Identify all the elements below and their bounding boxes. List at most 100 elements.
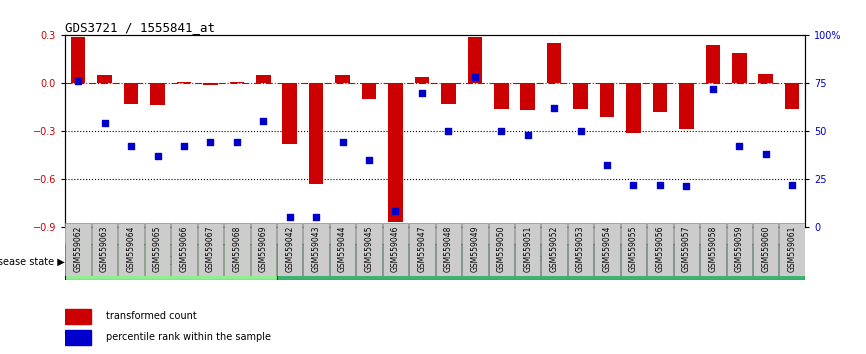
Text: GSM559044: GSM559044	[338, 226, 347, 272]
FancyBboxPatch shape	[541, 223, 567, 276]
Text: disease state ▶: disease state ▶	[0, 257, 64, 267]
FancyBboxPatch shape	[276, 244, 805, 280]
Bar	[626, 83, 641, 133]
Bar	[204, 83, 217, 85]
Point	[229, 139, 243, 145]
FancyBboxPatch shape	[119, 223, 144, 276]
Text: GSM559063: GSM559063	[100, 226, 109, 272]
Bar	[309, 83, 323, 184]
Bar	[65, 309, 91, 324]
Point	[733, 143, 746, 149]
Bar	[388, 83, 403, 222]
FancyBboxPatch shape	[727, 223, 752, 276]
Text: pPR: pPR	[529, 256, 553, 268]
Text: GSM559065: GSM559065	[153, 226, 162, 272]
Bar	[150, 83, 165, 105]
FancyBboxPatch shape	[753, 223, 779, 276]
FancyBboxPatch shape	[383, 223, 408, 276]
Text: GSM559061: GSM559061	[788, 226, 797, 272]
Bar	[653, 83, 667, 112]
Point	[124, 143, 138, 149]
Bar	[71, 37, 86, 83]
Text: GSM559049: GSM559049	[470, 226, 479, 272]
FancyBboxPatch shape	[436, 223, 461, 276]
Bar	[65, 330, 91, 345]
Bar	[362, 83, 377, 99]
Point	[600, 162, 614, 168]
Point	[680, 184, 694, 189]
Text: GSM559050: GSM559050	[497, 226, 506, 272]
Point	[98, 120, 112, 126]
Point	[468, 75, 481, 80]
Bar	[177, 81, 191, 83]
FancyBboxPatch shape	[65, 244, 276, 280]
FancyBboxPatch shape	[594, 223, 620, 276]
FancyBboxPatch shape	[145, 223, 171, 276]
FancyBboxPatch shape	[330, 223, 355, 276]
Text: GSM559056: GSM559056	[656, 226, 664, 272]
Text: GSM559045: GSM559045	[365, 226, 373, 272]
Point	[204, 139, 217, 145]
FancyBboxPatch shape	[250, 223, 276, 276]
Point	[309, 214, 323, 220]
Point	[520, 132, 534, 138]
FancyBboxPatch shape	[303, 223, 329, 276]
Bar	[520, 83, 535, 110]
Bar	[732, 53, 746, 83]
Bar	[124, 83, 139, 104]
FancyBboxPatch shape	[197, 223, 223, 276]
Point	[759, 151, 772, 157]
FancyBboxPatch shape	[357, 223, 382, 276]
Text: GSM559047: GSM559047	[417, 226, 426, 272]
FancyBboxPatch shape	[568, 223, 593, 276]
FancyBboxPatch shape	[674, 223, 699, 276]
Text: GSM559060: GSM559060	[761, 226, 770, 272]
Point	[442, 128, 456, 134]
Bar	[256, 75, 270, 83]
FancyBboxPatch shape	[647, 223, 673, 276]
Text: pCR: pCR	[158, 256, 184, 268]
Text: GSM559064: GSM559064	[126, 226, 136, 272]
Point	[547, 105, 561, 111]
FancyBboxPatch shape	[92, 223, 117, 276]
Point	[494, 128, 508, 134]
Text: GSM559054: GSM559054	[603, 226, 611, 272]
Text: transformed count: transformed count	[106, 311, 197, 321]
Point	[389, 209, 403, 214]
Bar	[468, 37, 482, 83]
Point	[706, 86, 720, 92]
Text: GSM559046: GSM559046	[391, 226, 400, 272]
Point	[627, 182, 641, 187]
Point	[71, 79, 85, 84]
Point	[362, 157, 376, 162]
Point	[573, 128, 587, 134]
FancyBboxPatch shape	[488, 223, 514, 276]
Bar	[679, 83, 694, 130]
Bar	[573, 83, 588, 109]
FancyBboxPatch shape	[779, 223, 805, 276]
Text: GSM559052: GSM559052	[550, 226, 559, 272]
Point	[785, 182, 799, 187]
Text: GSM559057: GSM559057	[682, 226, 691, 272]
Text: GSM559043: GSM559043	[312, 226, 320, 272]
Text: GSM559068: GSM559068	[232, 226, 242, 272]
Point	[653, 182, 667, 187]
Text: percentile rank within the sample: percentile rank within the sample	[106, 332, 271, 342]
Text: GDS3721 / 1555841_at: GDS3721 / 1555841_at	[65, 21, 215, 34]
Point	[283, 214, 297, 220]
FancyBboxPatch shape	[462, 223, 488, 276]
Text: GSM559067: GSM559067	[206, 226, 215, 272]
Point	[256, 119, 270, 124]
Text: GSM559066: GSM559066	[179, 226, 189, 272]
FancyBboxPatch shape	[515, 223, 540, 276]
Text: GSM559059: GSM559059	[734, 226, 744, 272]
Bar	[600, 83, 614, 117]
Bar	[494, 83, 508, 109]
Point	[336, 139, 350, 145]
FancyBboxPatch shape	[171, 223, 197, 276]
Point	[177, 143, 191, 149]
FancyBboxPatch shape	[621, 223, 646, 276]
FancyBboxPatch shape	[66, 223, 91, 276]
Text: GSM559053: GSM559053	[576, 226, 585, 272]
Text: GSM559042: GSM559042	[285, 226, 294, 272]
